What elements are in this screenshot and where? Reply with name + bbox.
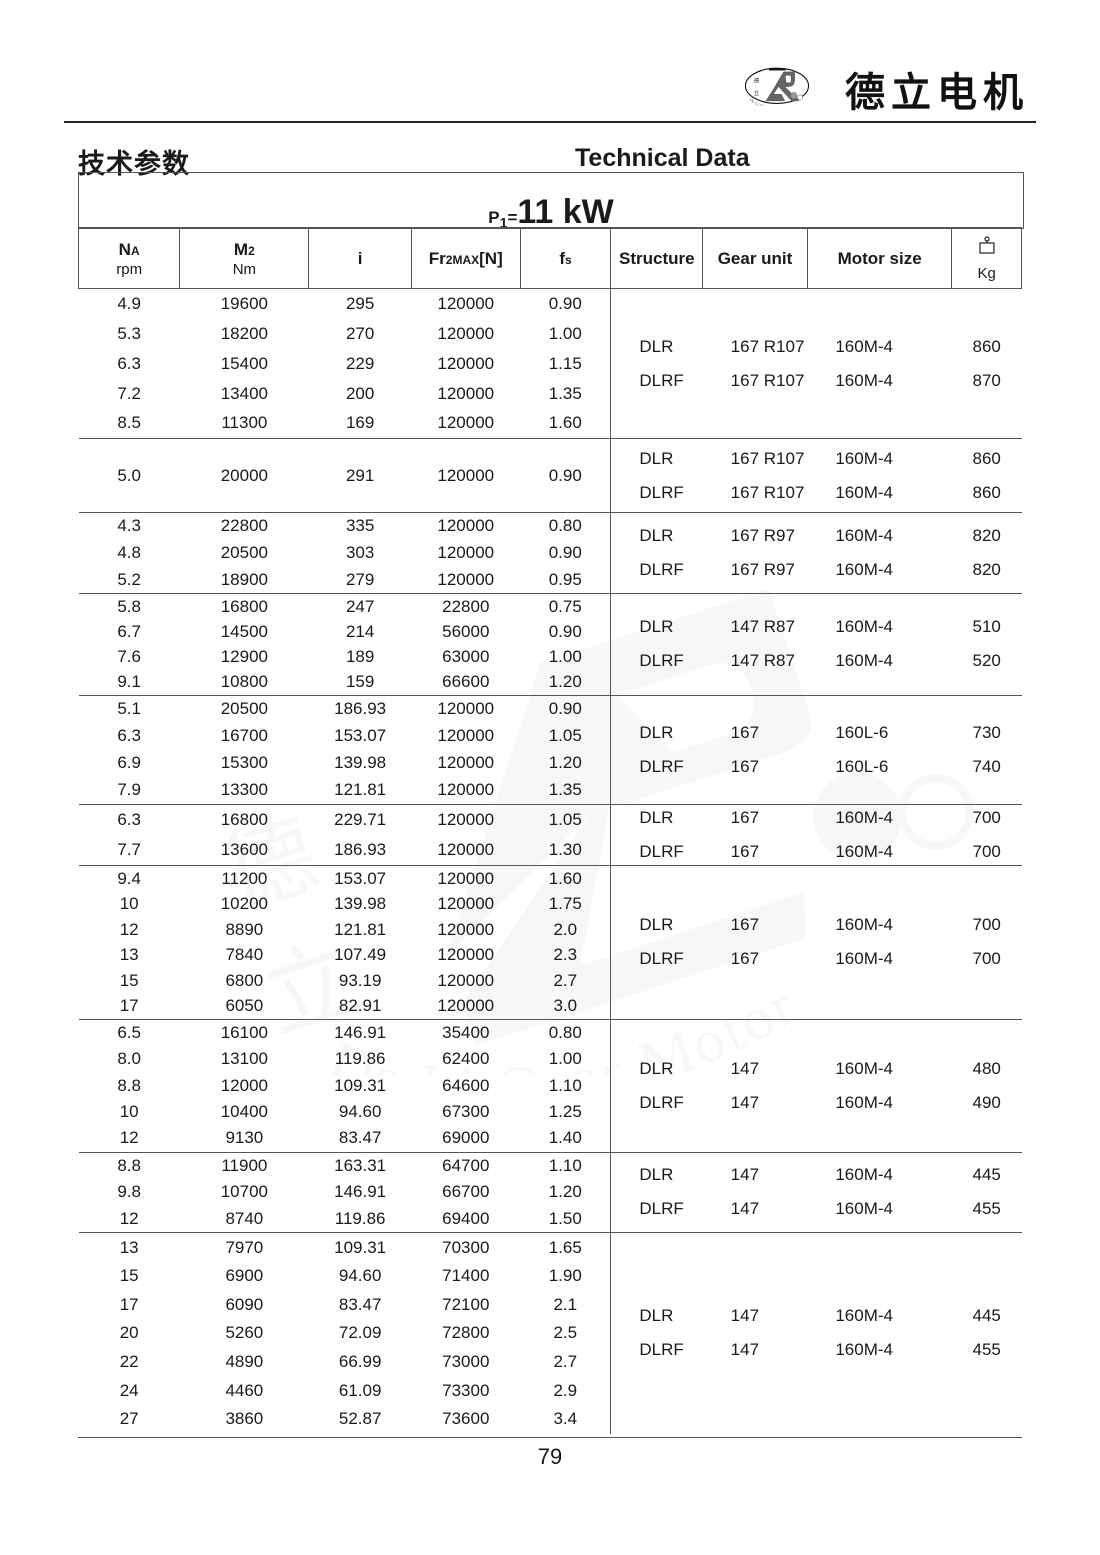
svg-text:德: 德	[754, 77, 760, 85]
svg-text:立: 立	[754, 89, 760, 97]
